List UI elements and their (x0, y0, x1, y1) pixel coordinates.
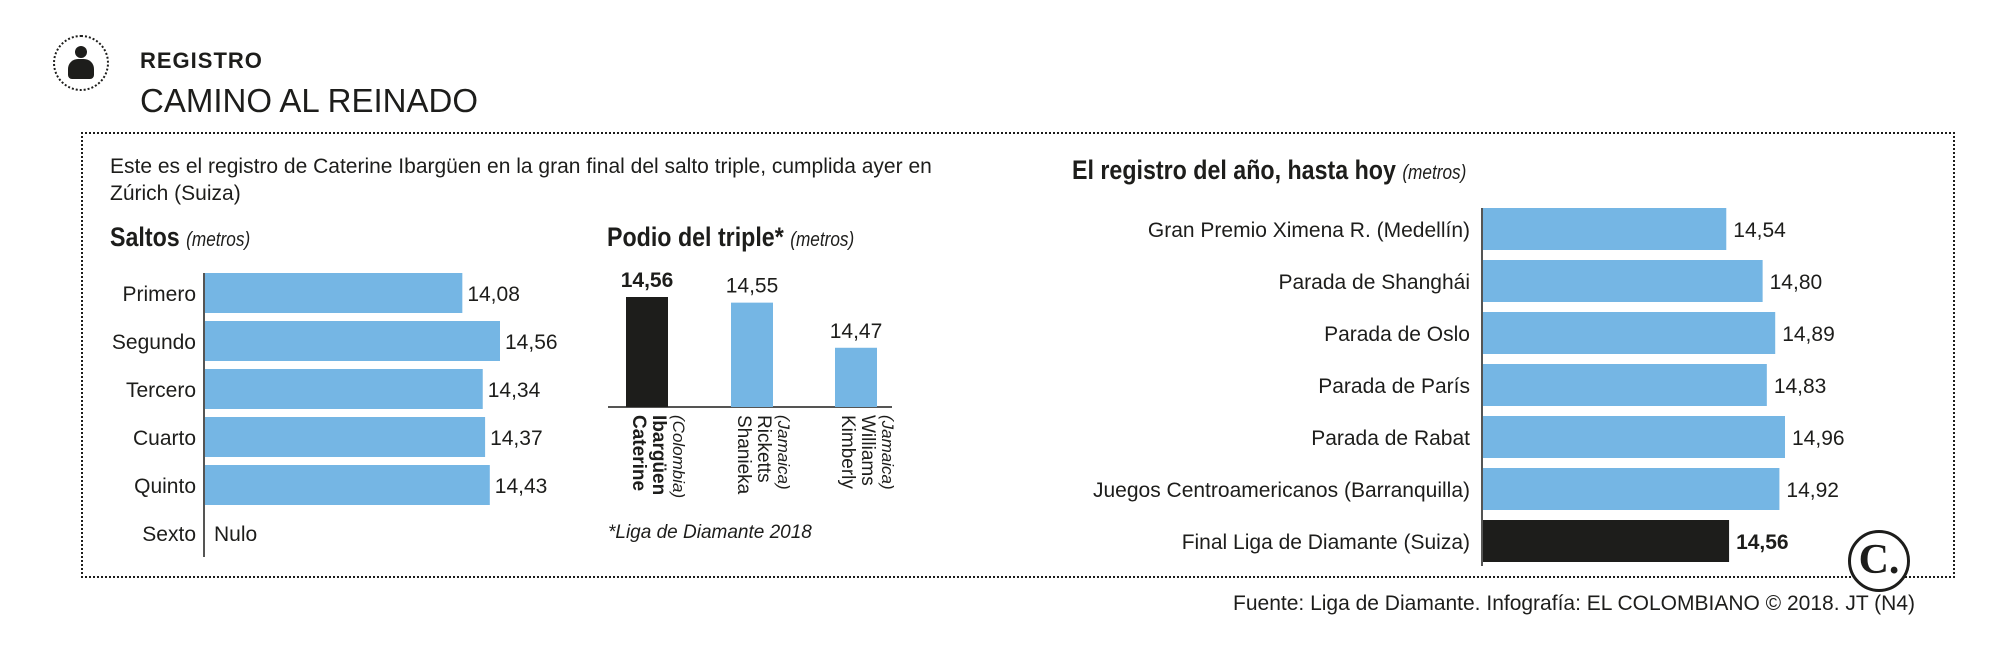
podio-category-name: Ricketts (753, 415, 774, 483)
registro-value-label: 14,56 (1736, 531, 1789, 554)
podio-category-country: (Colombia) (669, 415, 688, 498)
registro-bar (1483, 260, 1763, 302)
podio-category-country: (Jamaica) (878, 415, 897, 490)
saltos-title: Saltos (metros) (110, 222, 250, 253)
saltos-value-label: 14,37 (490, 427, 543, 450)
registro-category-label: Parada de Rabat (1311, 427, 1470, 450)
page-title: CAMINO AL REINADO (140, 82, 479, 119)
saltos-value-label: 14,08 (467, 283, 520, 306)
podio-value-label: 14,47 (830, 320, 883, 343)
person-icon (53, 35, 109, 91)
registro-category-label: Final Liga de Diamante (Suiza) (1182, 531, 1470, 554)
saltos-value-label: Nulo (214, 523, 257, 546)
registro-value-label: 14,89 (1782, 323, 1835, 346)
podio-category-name: Williams (857, 415, 878, 486)
registro-bar (1483, 520, 1730, 562)
saltos-bar (205, 321, 500, 361)
registro-category-label: Gran Premio Ximena R. (Medellín) (1148, 219, 1470, 242)
registro-bar (1483, 208, 1727, 250)
podio-category-label: Shanieka Ricketts (Jamaica) (733, 415, 793, 495)
podio-value-label: 14,55 (726, 275, 779, 298)
podio-category-label: Kimberly Williams (Jamaica) (837, 415, 897, 490)
podio-bar (835, 347, 877, 407)
podio-category-label: Caterine Ibargüen (Colombia) (628, 415, 688, 498)
saltos-unit: (metros) (186, 229, 251, 251)
registro-value-label: 14,54 (1733, 219, 1786, 242)
registro-category-label: Parada de París (1318, 375, 1470, 398)
saltos-category-label: Segundo (112, 331, 196, 354)
el-colombiano-logo: C. (1848, 530, 1910, 592)
saltos-chart: Primero 14,08 Segundo 14,56 Tercero 14,34 Cuar… (112, 273, 558, 557)
registro-chart: Gran Premio Ximena R. (Medellín) 14,54 Par… (1093, 208, 1845, 566)
saltos-value-label: 14,34 (488, 379, 541, 402)
saltos-bar (205, 417, 486, 457)
intro-text: Este es el registro de Caterine Ibargüen… (110, 155, 932, 205)
registro-category-label: Juegos Centroamericanos (Barranquilla) (1093, 479, 1470, 502)
source-credit: Fuente: Liga de Diamante. Infografía: EL… (1233, 592, 1915, 615)
registro-category-label: Parada de Oslo (1324, 323, 1470, 346)
registro-category-label: Parada de Shanghái (1279, 271, 1471, 294)
podio-category-name: Shanieka (733, 415, 754, 495)
person-body (68, 59, 94, 79)
podio-category-name: Ibargüen (648, 415, 669, 495)
saltos-category-label: Quinto (134, 475, 196, 498)
saltos-category-label: Primero (122, 283, 196, 306)
registro-bar (1483, 468, 1780, 510)
saltos-category-label: Cuarto (133, 427, 196, 450)
podio-bar (626, 297, 668, 407)
registro-title-text: El registro del año, hasta hoy (1072, 155, 1396, 185)
saltos-value-label: 14,56 (505, 331, 558, 354)
podio-unit: (metros) (790, 229, 855, 251)
section-tag: REGISTRO (140, 48, 263, 73)
saltos-category-label: Tercero (126, 379, 196, 402)
registro-bar (1483, 416, 1785, 458)
saltos-title-text: Saltos (110, 222, 180, 252)
podio-category-name: Kimberly (837, 415, 858, 489)
registro-value-label: 14,92 (1786, 479, 1839, 502)
registro-value-label: 14,96 (1792, 427, 1845, 450)
person-head (75, 46, 87, 58)
saltos-bar (205, 273, 463, 313)
saltos-value-label: 14,43 (495, 475, 548, 498)
podio-category-name: Caterine (628, 415, 649, 491)
registro-bar (1483, 312, 1776, 354)
podio-title-text: Podio del triple* (607, 222, 784, 252)
saltos-category-label: Sexto (142, 523, 196, 546)
podio-title: Podio del triple* (metros) (607, 222, 854, 253)
saltos-bar (205, 369, 483, 409)
registro-title: El registro del año, hasta hoy (metros) (1072, 155, 1466, 186)
registro-bar (1483, 364, 1767, 406)
podio-value-label: 14,56 (621, 269, 674, 292)
registro-value-label: 14,80 (1770, 271, 1823, 294)
registro-value-label: 14,83 (1774, 375, 1827, 398)
podio-chart: 14,56 Caterine Ibargüen (Colombia) 14,55 Shan… (608, 269, 897, 543)
podio-category-country: (Jamaica) (774, 415, 793, 490)
podio-footnote: *Liga de Diamante 2018 (608, 522, 812, 543)
podio-bar (731, 302, 773, 407)
content-frame (81, 132, 1955, 578)
saltos-bar (205, 465, 490, 505)
registro-unit: (metros) (1402, 162, 1467, 184)
